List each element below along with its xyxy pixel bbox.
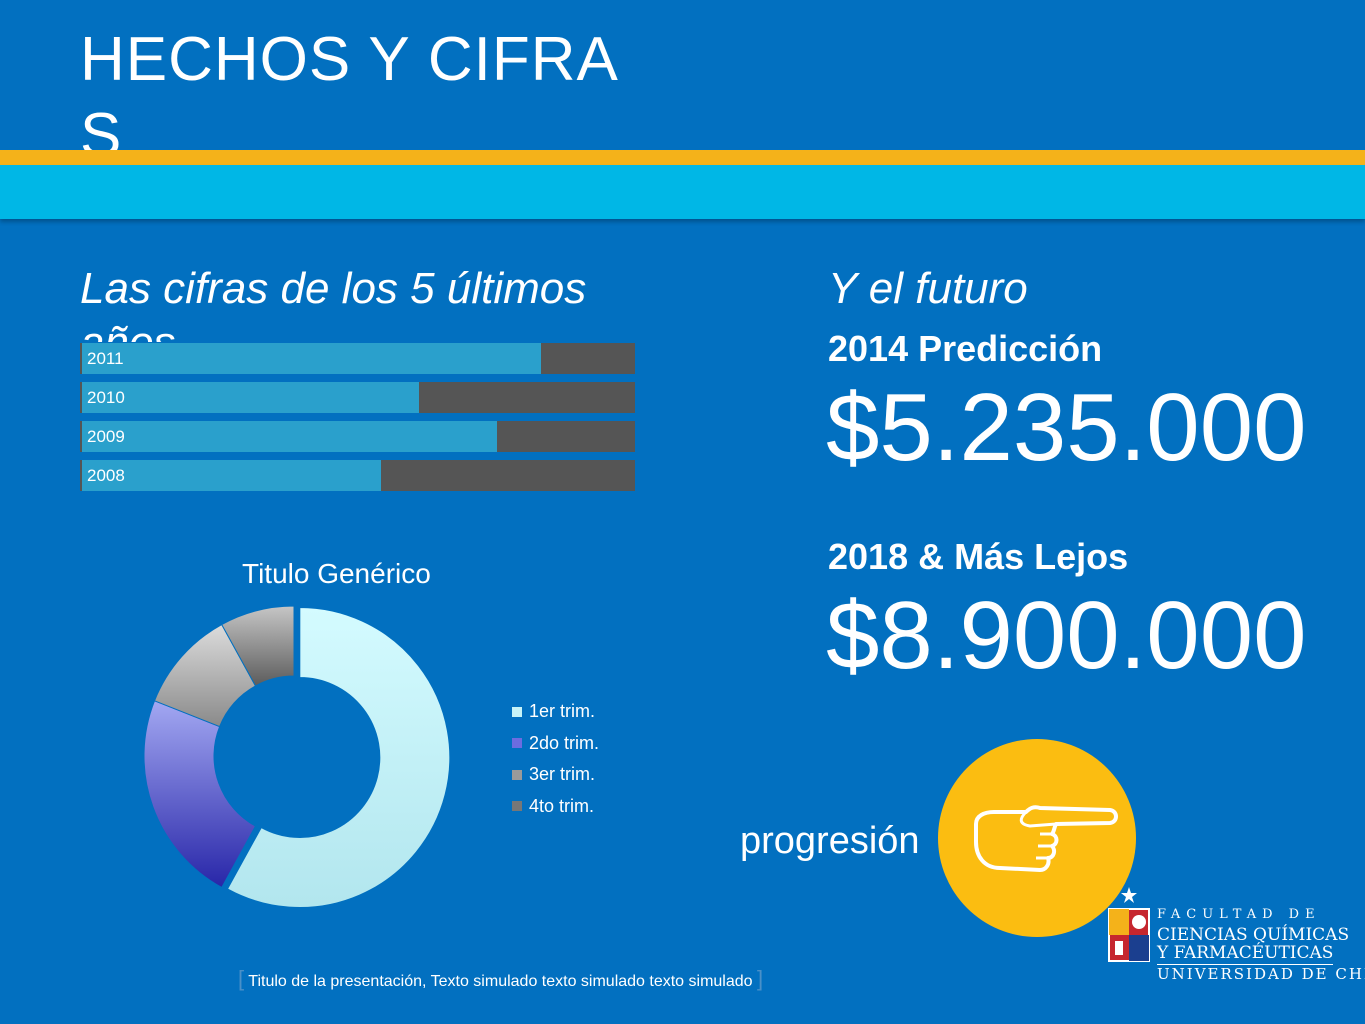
bar-category-label: 2008 [87,466,125,485]
pointing-hand-icon [974,805,1118,872]
left-heading: Las cifras de los 5 últimos años [80,264,587,342]
bar-segment [82,460,381,491]
footer-bracket-open: [ [238,966,245,991]
footer: [ Titulo de la presentación, Texto simul… [238,964,828,997]
donut-slice [143,700,257,889]
legend-swatch [512,801,522,812]
right-heading: Y el futuro [828,264,1028,313]
bar-category-label: 2010 [87,388,125,407]
bar-segment [82,421,497,452]
logo-line-2: CIENCIAS QUÍMICAS [1157,925,1350,945]
logo-line-1: FACULTAD DE [1157,907,1321,922]
legend-swatch [512,738,522,749]
slide-title: HECHOS Y CIFRAS [80,25,619,170]
bar-row: 2011 [80,343,635,374]
bar-chart: 2011 2010 2009 2008 [80,343,635,499]
faculty-logo: FACULTAD DE CIENCIAS QUÍMICAS Y FARMACÉU… [1105,885,1365,985]
donut-chart [143,605,451,908]
bar-row: 2009 [80,421,635,452]
cyan-stripe [0,165,1365,219]
progress-button[interactable] [938,739,1136,937]
prediction-value: $5.235.000 [826,374,1307,481]
legend-label: 1er trim. [529,701,596,722]
gold-stripe [0,150,1365,165]
legend-label: 4to trim. [529,795,595,816]
logo-line-4: UNIVERSIDAD DE CHILE [1157,965,1365,983]
legend-label: 3er trim. [529,764,596,785]
bar-segment [82,382,420,413]
legend-item: 1er trim. [512,696,599,728]
bar-segment [82,343,541,374]
university-crest-icon [1108,887,1150,962]
footer-text: Titulo de la presentación, Texto simulad… [248,973,753,990]
bar-category-label: 2011 [87,349,124,368]
far-future-label: 2018 & Más Lejos [828,536,1129,577]
bar-row: 2010 [80,382,635,413]
donut-chart-title: Titulo Genérico [242,558,431,589]
logo-line-3: Y FARMACÉUTICAS [1157,943,1334,963]
footer-bracket-close: ] [757,966,764,991]
legend-label: 2do trim. [529,732,600,753]
donut-slice [221,605,295,687]
prediction-label: 2014 Predicción [828,328,1103,369]
logo-divider [1157,964,1333,965]
legend-item: 3er trim. [512,759,599,791]
far-future-value: $8.900.000 [826,582,1307,689]
bar-row: 2008 [80,460,635,491]
bar-category-label: 2009 [87,427,125,446]
legend-item: 2do trim. [512,728,599,760]
legend-swatch [512,706,522,717]
legend-item: 4to trim. [512,791,599,823]
legend-swatch [512,769,522,780]
donut-legend: 1er trim. 2do trim. 3er trim. 4to trim. [512,696,599,822]
progress-label: progresión [740,820,920,862]
donut-slice [226,606,451,908]
